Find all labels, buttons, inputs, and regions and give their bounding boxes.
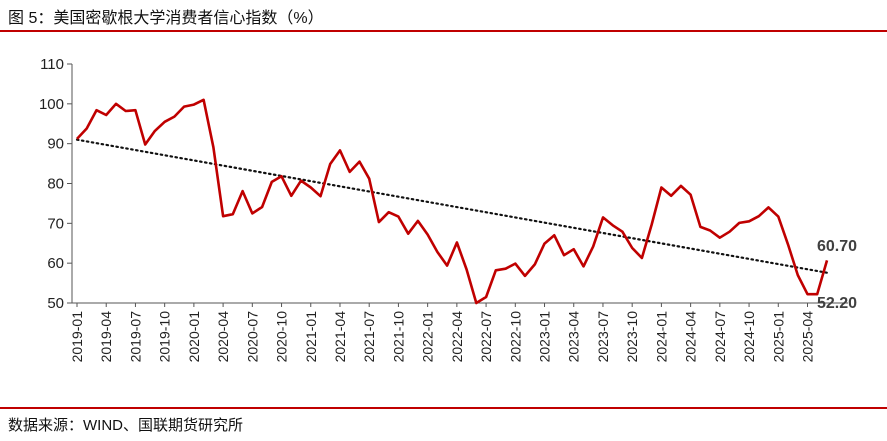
x-tick-label: 2024-07 bbox=[712, 311, 728, 363]
x-tick-label: 2020-10 bbox=[274, 311, 290, 363]
data-labels: 60.70 52.20 bbox=[817, 238, 857, 312]
x-tick-label: 2022-07 bbox=[478, 311, 494, 363]
x-tick-label: 2024-01 bbox=[653, 311, 669, 363]
bottom-divider bbox=[0, 407, 887, 409]
trend-line bbox=[75, 138, 829, 274]
x-tick-label: 2019-10 bbox=[157, 311, 173, 363]
y-axis-ticks: 50 60 70 80 90 100 110 bbox=[39, 56, 72, 312]
y-tick-label: 50 bbox=[47, 295, 64, 312]
x-tick-label: 2025-04 bbox=[800, 311, 816, 363]
y-tick-label: 90 bbox=[47, 136, 64, 153]
data-source: 数据来源：WIND、国联期货研究所 bbox=[8, 417, 243, 434]
x-tick-label: 2024-10 bbox=[741, 311, 757, 363]
series-lines bbox=[76, 98, 829, 305]
x-tick-label: 2024-04 bbox=[683, 311, 699, 363]
x-tick-label: 2019-01 bbox=[69, 311, 85, 363]
chart-title: 图 5：美国密歇根大学消费者信心指数（%） bbox=[8, 10, 324, 27]
x-tick-label: 2023-07 bbox=[595, 311, 611, 363]
top-divider bbox=[0, 30, 887, 32]
x-tick-label: 2023-04 bbox=[566, 311, 582, 363]
x-tick-label: 2021-07 bbox=[361, 311, 377, 363]
x-tick-label: 2022-10 bbox=[507, 311, 523, 363]
y-tick-label: 80 bbox=[47, 176, 64, 193]
series-line-consumer-confidence bbox=[76, 98, 829, 305]
x-tick-label: 2023-10 bbox=[624, 311, 640, 363]
x-tick-label: 2019-07 bbox=[127, 311, 143, 363]
trend-line-group bbox=[75, 138, 829, 274]
x-tick-label: 2021-01 bbox=[303, 311, 319, 363]
x-tick-label: 2020-07 bbox=[244, 311, 260, 363]
x-tick-label: 2020-01 bbox=[186, 311, 202, 363]
x-tick-label: 2021-04 bbox=[332, 311, 348, 363]
x-axis-ticks: 2019-01 2019-04 2019-07 2019-10 2020-01 2020-… bbox=[69, 303, 816, 362]
x-tick-label: 2020-04 bbox=[215, 311, 231, 363]
chart-axes bbox=[71, 64, 848, 304]
y-tick-label: 110 bbox=[40, 56, 64, 73]
x-tick-label: 2022-01 bbox=[420, 311, 436, 363]
x-tick-label: 2023-01 bbox=[537, 311, 553, 363]
x-tick-label: 2019-04 bbox=[98, 311, 114, 363]
y-tick-label: 70 bbox=[47, 215, 64, 232]
y-tick-label: 60 bbox=[47, 255, 64, 272]
x-tick-label: 2021-10 bbox=[390, 311, 406, 363]
y-tick-label: 100 bbox=[39, 96, 64, 113]
x-tick-label: 2022-04 bbox=[449, 311, 465, 363]
data-label-low: 52.20 bbox=[817, 295, 857, 312]
data-label-latest: 60.70 bbox=[817, 238, 857, 255]
x-tick-label: 2025-01 bbox=[770, 311, 786, 363]
